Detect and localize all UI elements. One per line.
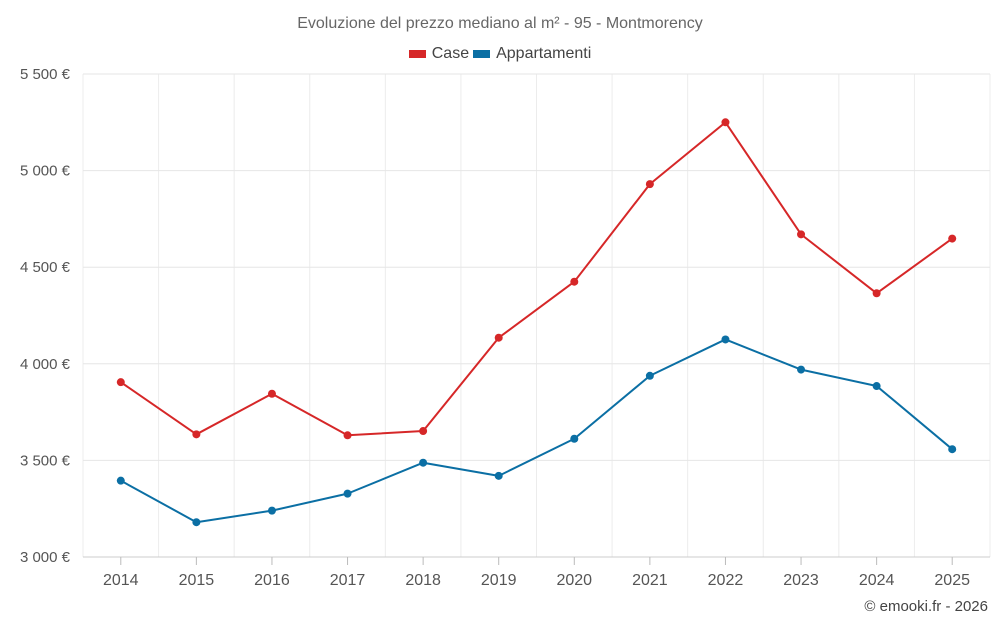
data-point-case xyxy=(494,333,503,342)
credit-text: © emooki.fr - 2026 xyxy=(864,598,988,615)
legend-item-appartamenti[interactable]: Appartamenti xyxy=(473,45,591,63)
y-tick-label: 3 000 € xyxy=(20,549,71,566)
legend-item-case[interactable]: Case xyxy=(408,45,470,63)
x-tick-label: 2023 xyxy=(783,572,819,589)
data-point-appartamenti xyxy=(721,335,730,344)
legend-swatch-appartamenti xyxy=(473,50,491,58)
x-tick-label: 2016 xyxy=(254,572,290,589)
series-line-appartamenti xyxy=(120,338,953,524)
data-point-appartamenti xyxy=(948,445,957,454)
data-point-appartamenti xyxy=(419,458,428,467)
x-tick-label: 2015 xyxy=(179,572,215,589)
x-tick-label: 2018 xyxy=(405,572,441,589)
data-point-case xyxy=(721,118,730,127)
axes: 3 000 € 3 500 € 4 000 € 4 500 € 5 000 € 5 500… xyxy=(20,66,990,589)
data-point-appartamenti xyxy=(872,382,881,391)
data-point-case xyxy=(267,389,276,398)
data-point-case xyxy=(570,277,579,286)
y-tick-label: 5 500 € xyxy=(20,66,71,83)
data-point-appartamenti xyxy=(192,518,201,527)
data-point-appartamenti xyxy=(494,471,503,480)
data-point-case xyxy=(645,180,654,189)
x-tick-label: 2025 xyxy=(934,572,970,589)
x-tick-label: 2022 xyxy=(708,572,744,589)
x-tick-label: 2017 xyxy=(330,572,366,589)
x-tick-label: 2014 xyxy=(103,572,139,589)
data-point-appartamenti xyxy=(267,506,276,515)
y-tick-label: 4 000 € xyxy=(20,356,71,373)
x-tick-label: 2024 xyxy=(859,572,895,589)
chart-title: Evoluzione del prezzo mediano al m² - 95… xyxy=(297,15,703,32)
grid xyxy=(82,73,991,558)
x-tick-label: 2020 xyxy=(556,572,592,589)
legend-label-appartamenti: Appartamenti xyxy=(496,45,592,62)
data-point-case xyxy=(872,289,881,298)
y-tick-label: 3 500 € xyxy=(20,452,71,469)
data-point-appartamenti xyxy=(797,365,806,374)
x-tick-label: 2021 xyxy=(632,572,668,589)
y-tick-label: 4 500 € xyxy=(20,259,71,276)
data-point-appartamenti xyxy=(570,434,579,443)
series-line-case xyxy=(120,121,953,437)
x-tick-label: 2019 xyxy=(481,572,517,589)
legend-swatch-case xyxy=(408,50,426,58)
data-point-case xyxy=(343,431,352,440)
data-point-case xyxy=(116,378,125,387)
data-point-case xyxy=(419,427,428,436)
data-point-appartamenti xyxy=(645,371,654,380)
legend: Case Appartamenti xyxy=(0,45,1000,63)
data-point-case xyxy=(948,234,957,243)
data-point-case xyxy=(192,430,201,439)
data-point-appartamenti xyxy=(343,489,352,498)
data-point-appartamenti xyxy=(116,476,125,485)
y-tick-label: 5 000 € xyxy=(20,163,71,180)
data-point-case xyxy=(797,230,806,239)
series xyxy=(116,118,957,527)
legend-label-case: Case xyxy=(431,45,470,62)
